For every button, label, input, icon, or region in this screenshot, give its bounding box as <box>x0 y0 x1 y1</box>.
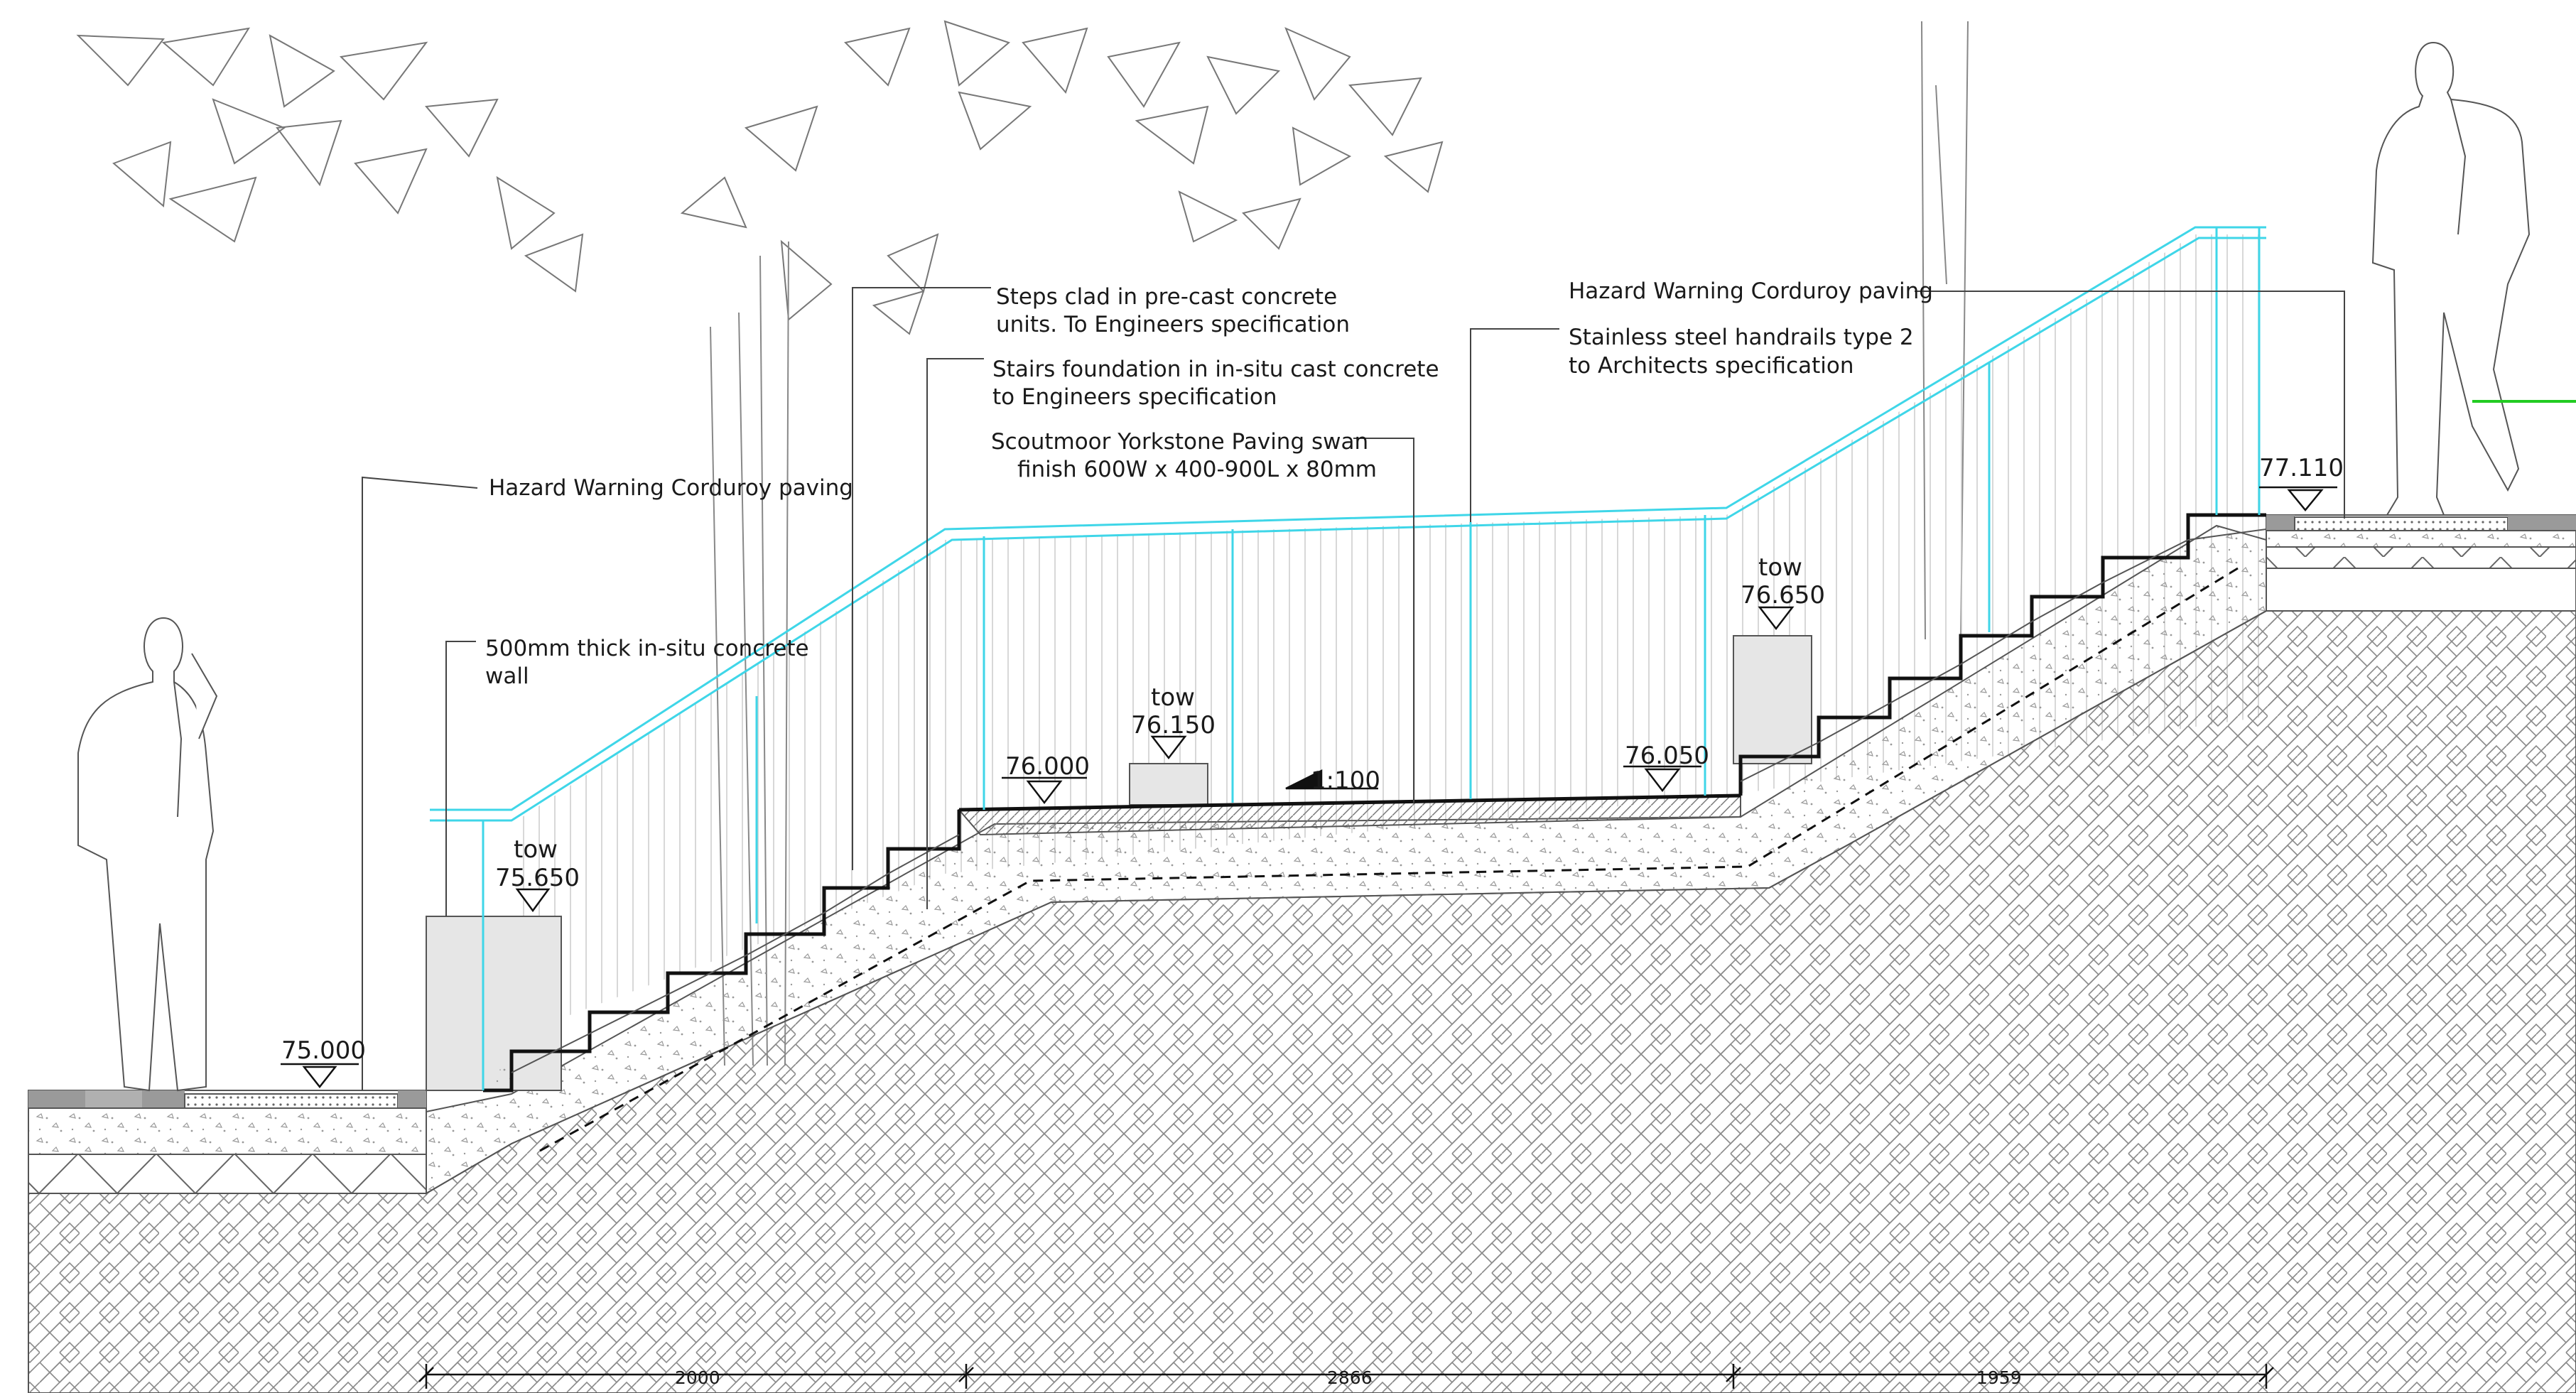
annotation-paving-line2: finish 600W x 400-900L x 80mm <box>1017 457 1377 482</box>
concrete-wall-left <box>426 916 562 1091</box>
dimension-string <box>418 1364 2274 1389</box>
level-tow-right-label: tow <box>1758 553 1802 582</box>
baluster-infill <box>512 234 2259 1037</box>
annotation-foundation-line2: to Engineers specification <box>992 384 1277 410</box>
level-tow-mid-label: tow <box>1151 683 1195 712</box>
level-fall-ratio: 1:100 <box>1311 766 1380 795</box>
concrete-wall-mid <box>1129 763 1208 806</box>
level-ground-low: 75.000 <box>281 1036 366 1065</box>
left-ground-paving <box>28 1090 427 1155</box>
right-ground-paving <box>2266 514 2576 548</box>
annotation-handrail-line2: to Architects specification <box>1569 353 1854 379</box>
leader-lines <box>362 287 2345 1090</box>
tree-canopy-leaves <box>76 20 1444 335</box>
sub-base-left-zigzag <box>28 1154 427 1194</box>
level-tow-mid-value: 76.150 <box>1131 711 1216 739</box>
dimension-run-1: 2000 <box>675 1367 720 1388</box>
stainless-steel-handrail <box>430 226 2266 1090</box>
level-underlines <box>281 486 2337 1066</box>
dimension-run-3: 1959 <box>1976 1367 2022 1388</box>
annotation-foundation-line1: Stairs foundation in in-situ cast concre… <box>992 357 1439 382</box>
level-landing-end: 76.050 <box>1625 742 1709 770</box>
dpm-dashed-line <box>539 567 2239 1152</box>
fall-arrow <box>1285 769 1378 790</box>
annotation-wall-line1: 500mm thick in-situ concrete <box>485 636 809 661</box>
person-right-figure <box>2371 41 2531 516</box>
dimension-run-2: 2866 <box>1327 1367 1373 1388</box>
level-tow-left-label: tow <box>514 835 558 864</box>
annotation-handrail-line1: Stainless steel handrails type 2 <box>1569 325 1914 350</box>
annotation-corduroy-left: Hazard Warning Corduroy paving <box>489 475 853 501</box>
annotation-paving-line1: Scoutmoor Yorkstone Paving swan <box>991 429 1368 455</box>
annotation-steps-line2: units. To Engineers specification <box>996 312 1350 337</box>
person-left-figure <box>77 617 218 1092</box>
upper-stair-flight <box>1738 513 2267 796</box>
annotation-corduroy-right: Hazard Warning Corduroy paving <box>1569 278 1933 304</box>
level-landing-start: 76.000 <box>1005 752 1090 781</box>
annotation-steps-line1: Steps clad in pre-cast concrete <box>996 284 1337 310</box>
lower-stair-flight <box>483 810 961 1093</box>
landing-surface <box>958 793 1741 812</box>
level-tow-right-value: 76.650 <box>1741 581 1825 609</box>
level-tow-left-value: 75.650 <box>495 864 580 892</box>
sub-base-right-zigzag <box>2266 546 2576 569</box>
level-markers <box>302 489 2324 1089</box>
concrete-wall-right <box>1733 635 1812 764</box>
annotation-wall-line2: wall <box>485 663 529 689</box>
level-ground-high: 77.110 <box>2259 454 2344 482</box>
